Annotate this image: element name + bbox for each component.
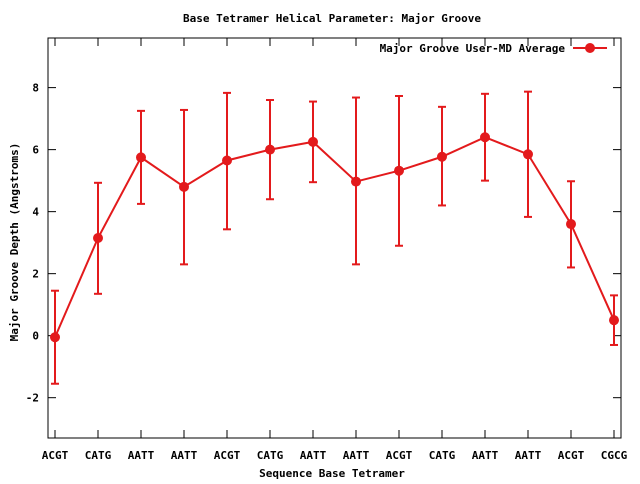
x-tick-label: ACGT (214, 449, 241, 462)
series-line (54, 136, 615, 338)
data-point (523, 149, 533, 160)
legend-marker (585, 43, 595, 53)
legend-label: Major Groove User-MD Average (380, 42, 566, 55)
data-point (222, 155, 232, 166)
x-axis-label: Sequence Base Tetramer (259, 467, 405, 480)
data-point (394, 165, 404, 176)
y-tick-label: 2 (32, 268, 39, 281)
x-tick-label: AATT (128, 449, 155, 462)
x-tick-label: AATT (472, 449, 499, 462)
y-tick-label: 8 (32, 82, 39, 95)
data-point (265, 144, 275, 155)
y-tick-label: 0 (32, 330, 39, 343)
x-tick-label: CATG (429, 449, 456, 462)
data-point (437, 151, 447, 162)
x-tick-label: ACGT (386, 449, 413, 462)
data-point (480, 132, 490, 143)
x-tick-label: AATT (171, 449, 198, 462)
x-tick-label: CATG (85, 449, 112, 462)
x-tick-label: ACGT (558, 449, 585, 462)
x-tick-label: AATT (343, 449, 370, 462)
data-point (308, 136, 318, 147)
data-point (179, 181, 189, 192)
x-tick-label: AATT (515, 449, 542, 462)
data-point (609, 315, 619, 326)
chart-title: Base Tetramer Helical Parameter: Major G… (183, 12, 481, 25)
data-point (566, 219, 576, 230)
x-tick-label: AATT (300, 449, 327, 462)
data-point (136, 152, 146, 163)
data-point (50, 332, 60, 343)
x-tick-label: ACGT (42, 449, 69, 462)
x-tick-label: CGCG (601, 449, 628, 462)
data-point (351, 176, 361, 187)
y-tick-label: -2 (26, 392, 39, 405)
y-axis-label: Major Groove Depth (Angstroms) (8, 143, 21, 342)
y-tick-label: 4 (32, 206, 39, 219)
plot-frame (47, 37, 622, 439)
x-tick-label: CATG (257, 449, 284, 462)
data-point (93, 233, 103, 243)
y-tick-label: 6 (32, 144, 39, 157)
plot-layer: -2 0 2 4 6 8 ACGT CATG AATT AATT ACGT CATG AATT AATT A… (26, 37, 628, 462)
